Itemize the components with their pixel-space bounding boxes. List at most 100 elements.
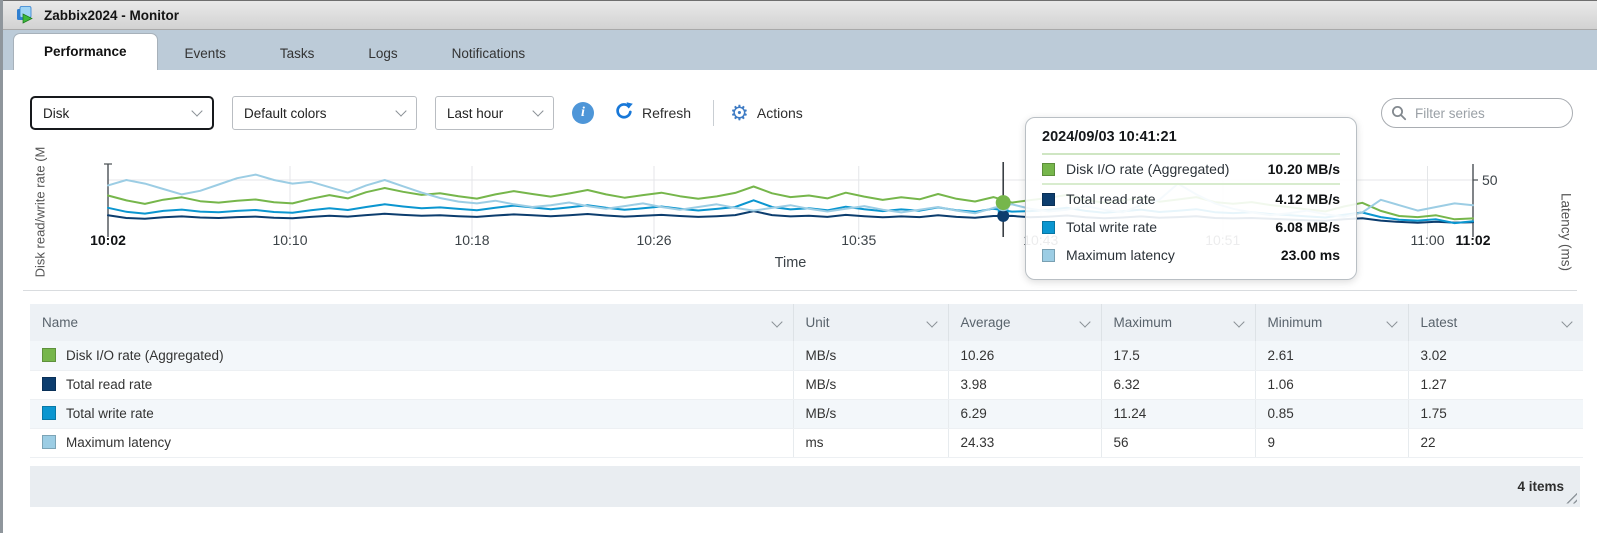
table-row[interactable]: Total read rate MB/s 3.98 6.32 1.06 1.27 xyxy=(30,370,1583,400)
cell-maximum: 11.24 xyxy=(1101,399,1256,429)
tooltip-series-value: 10.20 MB/s xyxy=(1267,161,1340,177)
tooltip-series-name: Total write rate xyxy=(1066,219,1158,235)
series-table: Name Unit Average Maximum Minimum Latest Disk… xyxy=(30,304,1583,458)
series-color-swatch xyxy=(1042,162,1055,176)
window-title: Zabbix2024 - Monitor xyxy=(44,7,180,23)
window-titlebar: Zabbix2024 - Monitor xyxy=(3,0,1597,30)
section-divider xyxy=(23,290,1577,291)
chart-tooltip: 2024/09/03 10:41:21 Disk I/O rate (Aggre… xyxy=(1025,117,1357,280)
column-header-minimum[interactable]: Minimum xyxy=(1255,304,1409,341)
svg-text:10:35: 10:35 xyxy=(841,232,876,248)
column-header-unit[interactable]: Unit xyxy=(793,304,949,341)
toolbar: Disk Default colors Last hour i Refresh … xyxy=(3,70,1597,140)
table-row[interactable]: Disk I/O rate (Aggregated) MB/s 10.26 17.5 2… xyxy=(30,341,1583,371)
color-scheme-select[interactable]: Default colors xyxy=(232,96,417,130)
tooltip-series-name: Total read rate xyxy=(1066,191,1156,207)
tooltip-row: Total write rate 6.08 MB/s xyxy=(1042,213,1340,241)
chevron-down-icon[interactable] xyxy=(1385,315,1398,328)
cell-maximum: 6.32 xyxy=(1101,370,1256,400)
cell-latest: 22 xyxy=(1408,428,1583,458)
chevron-down-icon[interactable] xyxy=(925,315,938,328)
chevron-down-icon[interactable] xyxy=(770,315,783,328)
chart-canvas[interactable]: 5010:0210:1010:1810:2610:3510:4310:5111:… xyxy=(3,140,1597,290)
series-color-swatch xyxy=(42,435,56,449)
tab-bar: Performance Events Tasks Logs Notifications xyxy=(3,30,1597,70)
series-name: Total write rate xyxy=(66,406,154,421)
column-header-maximum[interactable]: Maximum xyxy=(1101,304,1256,341)
series-color-swatch xyxy=(42,377,56,391)
cell-unit: ms xyxy=(793,428,949,458)
column-header-label: Maximum xyxy=(1113,315,1173,330)
time-range-select[interactable]: Last hour xyxy=(435,96,554,130)
right-axis-label: Latency (ms) xyxy=(1558,192,1574,272)
tooltip-series-value: 6.08 MB/s xyxy=(1275,219,1340,235)
cell-minimum: 9 xyxy=(1255,428,1409,458)
resize-grip-icon[interactable] xyxy=(1565,491,1577,504)
tooltip-row: Total read rate 4.12 MB/s xyxy=(1042,185,1340,213)
table-row[interactable]: Total write rate MB/s 6.29 11.24 0.85 1.75 xyxy=(30,399,1583,429)
items-count: 4 items xyxy=(1517,478,1564,494)
column-header-label: Latest xyxy=(1420,315,1458,330)
color-scheme-select-value: Default colors xyxy=(244,105,327,121)
tab-events[interactable]: Events xyxy=(184,46,226,61)
column-header-label: Minimum xyxy=(1267,315,1323,330)
refresh-button[interactable]: Refresh xyxy=(614,101,691,126)
cell-maximum: 56 xyxy=(1101,428,1256,458)
gear-icon: ⚙ xyxy=(730,101,749,125)
series-name: Total read rate xyxy=(66,377,153,392)
table-row[interactable]: Maximum latency ms 24.33 56 9 22 xyxy=(30,428,1583,458)
tab-tasks[interactable]: Tasks xyxy=(279,46,315,61)
refresh-icon xyxy=(614,101,634,126)
zabbix-app-icon xyxy=(15,5,35,25)
cell-average: 3.98 xyxy=(948,370,1102,400)
actions-button[interactable]: ⚙ Actions xyxy=(730,103,803,124)
tab-notifications[interactable]: Notifications xyxy=(451,46,526,61)
chevron-down-icon xyxy=(532,105,544,117)
column-header-average[interactable]: Average xyxy=(948,304,1102,341)
tooltip-series-value: 23.00 ms xyxy=(1280,247,1340,263)
column-header-name[interactable]: Name xyxy=(30,304,794,341)
chevron-down-icon[interactable] xyxy=(1232,315,1245,328)
refresh-label: Refresh xyxy=(642,105,692,121)
performance-chart[interactable]: 5010:0210:1010:1810:2610:3510:4310:5111:… xyxy=(3,117,1597,290)
left-axis-label: Disk read/write rate (M xyxy=(32,146,48,278)
svg-text:11:00: 11:00 xyxy=(1411,232,1445,248)
filter-series xyxy=(1381,98,1573,128)
data-type-select[interactable]: Disk xyxy=(30,96,214,130)
tooltip-row: Disk I/O rate (Aggregated) 10.20 MB/s xyxy=(1042,155,1340,185)
svg-text:10:18: 10:18 xyxy=(454,232,489,248)
cell-latest: 3.02 xyxy=(1408,341,1583,371)
cell-minimum: 1.06 xyxy=(1255,370,1409,400)
svg-text:10:26: 10:26 xyxy=(636,232,671,248)
series-color-swatch xyxy=(1042,192,1055,206)
cell-average: 6.29 xyxy=(948,399,1102,429)
chevron-down-icon[interactable] xyxy=(1561,315,1573,328)
tooltip-series-name: Maximum latency xyxy=(1066,247,1175,263)
cell-unit: MB/s xyxy=(793,399,949,429)
svg-text:50: 50 xyxy=(1482,172,1498,188)
tab-performance[interactable]: Performance xyxy=(13,33,158,70)
chevron-down-icon xyxy=(395,105,407,117)
info-icon[interactable]: i xyxy=(572,102,594,124)
column-header-latest[interactable]: Latest xyxy=(1408,304,1583,341)
cell-average: 10.26 xyxy=(948,341,1102,371)
series-name: Disk I/O rate (Aggregated) xyxy=(66,347,224,363)
chevron-down-icon[interactable] xyxy=(1078,315,1091,328)
chevron-down-icon xyxy=(191,105,203,117)
time-range-select-value: Last hour xyxy=(447,105,504,121)
cell-minimum: 0.85 xyxy=(1255,399,1409,429)
cell-average: 24.33 xyxy=(948,428,1102,458)
data-type-select-value: Disk xyxy=(43,105,70,121)
cell-latest: 1.75 xyxy=(1408,399,1583,429)
tooltip-row: Maximum latency 23.00 ms xyxy=(1042,241,1340,269)
actions-label: Actions xyxy=(756,105,803,121)
svg-text:10:02: 10:02 xyxy=(90,232,126,248)
filter-series-input[interactable] xyxy=(1381,98,1573,128)
tooltip-series-name: Disk I/O rate (Aggregated) xyxy=(1066,161,1230,177)
column-header-label: Name xyxy=(42,315,79,330)
tab-logs[interactable]: Logs xyxy=(368,46,398,61)
series-color-swatch xyxy=(42,406,56,420)
svg-text:10:10: 10:10 xyxy=(272,232,307,248)
svg-text:Time: Time xyxy=(775,255,807,271)
tooltip-timestamp: 2024/09/03 10:41:21 xyxy=(1042,129,1340,155)
